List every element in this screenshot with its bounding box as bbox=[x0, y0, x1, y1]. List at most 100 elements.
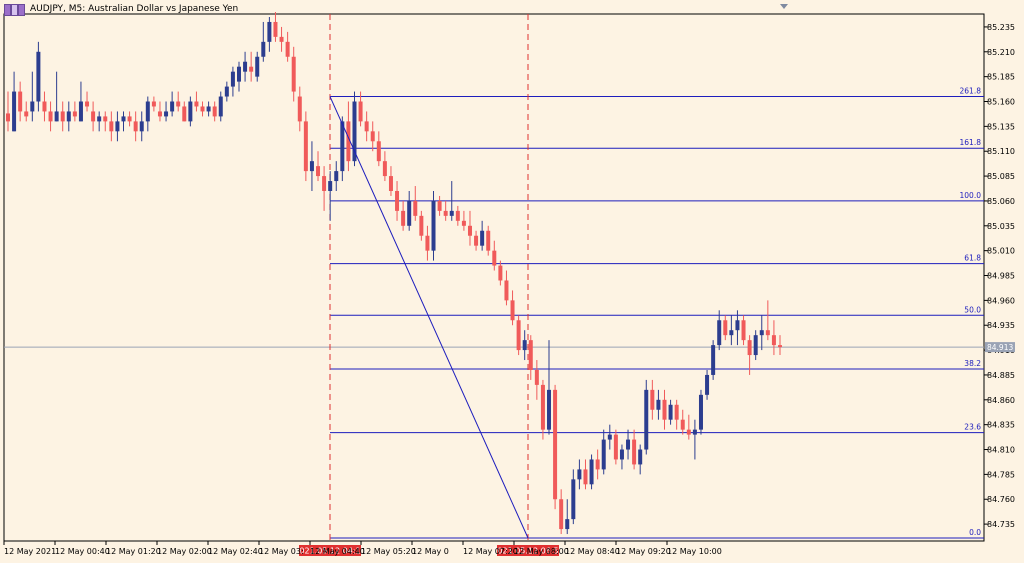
candle-body bbox=[297, 96, 302, 122]
candle-body bbox=[12, 91, 17, 132]
x-tick-label: 12 May 03: bbox=[259, 547, 304, 556]
fib-level-label: 23.6 bbox=[964, 423, 981, 432]
candle-body bbox=[771, 335, 776, 346]
candle-body bbox=[407, 200, 412, 226]
y-tick-label: 85.185 bbox=[987, 73, 1015, 82]
x-tick-label: 12 May 01:20 bbox=[106, 547, 161, 556]
fib-level-label: 161.8 bbox=[960, 138, 982, 147]
y-tick-label: 85.060 bbox=[987, 197, 1015, 206]
candle-body bbox=[486, 230, 491, 251]
candle-body bbox=[668, 404, 673, 420]
candle-body bbox=[170, 101, 175, 112]
candle-body bbox=[309, 161, 314, 172]
candle-body bbox=[638, 449, 643, 465]
candle-body bbox=[741, 320, 746, 341]
candle-body bbox=[504, 280, 509, 301]
plot-frame bbox=[3, 13, 985, 542]
candle-body bbox=[759, 330, 764, 336]
candle-body bbox=[382, 161, 387, 177]
candle-body bbox=[72, 111, 77, 117]
time-marker-label: 2021.05.12 06:50 bbox=[492, 547, 563, 556]
x-tick-label: 12 May 2021 bbox=[4, 547, 56, 556]
candle-body bbox=[443, 210, 448, 216]
fib-trend-line bbox=[329, 96, 529, 539]
candle-body bbox=[395, 190, 400, 211]
candle-body bbox=[91, 111, 96, 122]
candle-body bbox=[705, 374, 710, 395]
candle-body bbox=[680, 419, 685, 430]
candle-body bbox=[200, 106, 205, 112]
y-tick-label: 84.810 bbox=[987, 446, 1015, 455]
chart-title: AUDJPY, M5: Australian Dollar vs Japanes… bbox=[30, 4, 239, 14]
x-tick-label: 12 May 08:00 bbox=[514, 547, 569, 556]
candle-body bbox=[571, 479, 576, 520]
candle-body bbox=[145, 101, 150, 122]
y-tick-label: 85.110 bbox=[987, 147, 1015, 156]
candle-body bbox=[662, 399, 667, 420]
candle-body bbox=[182, 106, 187, 122]
candle-body bbox=[516, 320, 521, 351]
y-tick-label: 84.835 bbox=[987, 421, 1015, 430]
candle-body bbox=[115, 121, 120, 132]
scroll-indicator-icon bbox=[780, 4, 788, 9]
candle-body bbox=[698, 394, 703, 430]
candle-body bbox=[467, 225, 472, 236]
candle-body bbox=[553, 389, 558, 500]
current-price-tag bbox=[985, 342, 1015, 353]
candle-body bbox=[577, 469, 582, 480]
candle-body bbox=[303, 121, 308, 172]
candle-body bbox=[565, 519, 570, 530]
candle-body bbox=[176, 101, 181, 107]
candle-body bbox=[273, 21, 278, 37]
candle-body bbox=[85, 101, 90, 107]
candle-body bbox=[729, 330, 734, 336]
candle-body bbox=[498, 265, 503, 281]
candle-body bbox=[236, 66, 241, 82]
candle-body bbox=[613, 434, 618, 460]
chart-type-icon bbox=[4, 4, 25, 16]
candle-body bbox=[547, 389, 552, 430]
candle-body bbox=[334, 171, 339, 182]
candle-body bbox=[352, 101, 357, 162]
candle-body bbox=[425, 235, 430, 251]
y-tick-label: 84.735 bbox=[987, 520, 1015, 529]
candle-body bbox=[279, 36, 284, 42]
candle-body bbox=[285, 41, 290, 57]
candle-body bbox=[42, 101, 47, 112]
y-tick-label: 84.935 bbox=[987, 321, 1015, 330]
candle-body bbox=[127, 116, 132, 122]
time-marker-label: 2021.05.12 04:15 bbox=[294, 547, 365, 556]
candle-body bbox=[401, 210, 406, 226]
candle-body bbox=[6, 113, 10, 122]
candle-body bbox=[461, 220, 466, 226]
vertical-time-markers: 2021.05.12 04:15 2021.05.12 06:50 bbox=[294, 14, 564, 556]
candle-body bbox=[686, 429, 691, 435]
fib-level-label: 38.2 bbox=[964, 359, 981, 368]
candle-body bbox=[376, 141, 381, 162]
fib-level-label: 261.8 bbox=[960, 87, 982, 96]
trend-line-layer bbox=[329, 96, 529, 539]
candle-body bbox=[419, 215, 424, 236]
candle-body bbox=[626, 439, 631, 450]
candle-body bbox=[255, 56, 260, 77]
candle-body bbox=[735, 320, 740, 331]
x-tick-label: 12 May 04:40 bbox=[310, 547, 365, 556]
candle-body bbox=[328, 181, 333, 191]
y-tick-label: 84.985 bbox=[987, 272, 1015, 281]
candle-body bbox=[723, 320, 728, 336]
candle-body bbox=[18, 91, 23, 112]
candle-body bbox=[358, 101, 363, 122]
candle-body bbox=[224, 86, 229, 97]
candle-body bbox=[230, 71, 235, 87]
candle-body bbox=[212, 106, 217, 117]
candle-body bbox=[522, 340, 527, 351]
candle-body bbox=[656, 399, 661, 410]
candle-body bbox=[267, 21, 272, 42]
candlesticks bbox=[6, 12, 782, 535]
candle-body bbox=[340, 121, 345, 172]
candle-body bbox=[121, 116, 126, 122]
candle-body bbox=[322, 176, 327, 191]
candle-body bbox=[188, 101, 193, 122]
